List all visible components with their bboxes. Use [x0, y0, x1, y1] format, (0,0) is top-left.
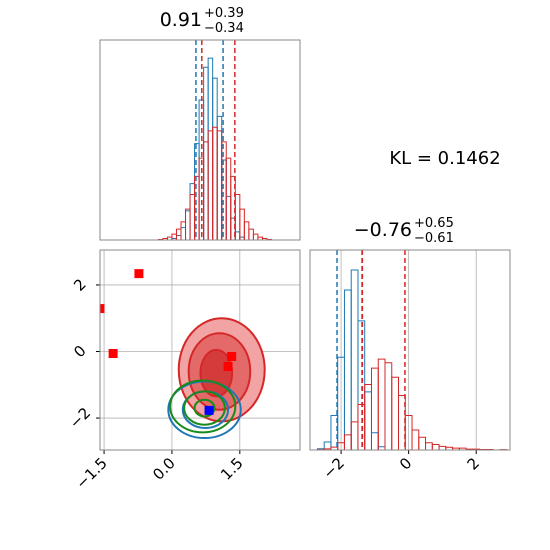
- histogram-bin: [225, 195, 232, 240]
- plot-area: [100, 269, 266, 440]
- histogram-bin: [364, 384, 372, 450]
- point: [227, 351, 237, 361]
- kl-annotation: KL = 0.1462: [389, 148, 500, 169]
- histogram-bin: [243, 221, 250, 240]
- histogram-bin: [431, 444, 440, 450]
- contour: [169, 379, 237, 434]
- histogram-bin: [185, 210, 191, 240]
- histogram-bin: [411, 429, 420, 450]
- point: [108, 348, 118, 358]
- histogram-bin: [343, 289, 352, 450]
- histogram-bin: [212, 77, 218, 240]
- x-tick-label: 2: [464, 454, 483, 473]
- histogram-bin: [377, 358, 386, 450]
- histogram-bin: [234, 194, 241, 240]
- histogram-bin: [171, 233, 177, 240]
- point: [134, 269, 144, 279]
- histogram-bin: [438, 445, 447, 450]
- contour: [183, 390, 226, 426]
- x-tick-label: −2: [320, 454, 348, 482]
- histogram-bin: [418, 436, 427, 450]
- histogram-bin: [234, 231, 241, 240]
- x-tick-label: 0.0: [149, 454, 179, 484]
- histogram-bin: [343, 434, 352, 450]
- histogram-bin: [216, 115, 223, 240]
- histogram-bin: [248, 228, 254, 240]
- panel-title: 0.91: [160, 9, 202, 31]
- y-tick-label: −2: [66, 404, 94, 432]
- y-tick-label: 2: [70, 275, 89, 294]
- title-lower: −0.34: [204, 21, 244, 36]
- histogram-bin: [391, 376, 400, 450]
- histogram-bin: [207, 130, 214, 240]
- y-tick-label: 0: [70, 342, 89, 361]
- axes-frame: [309, 249, 511, 451]
- histogram-bin: [180, 227, 187, 240]
- axes-frame: [99, 249, 301, 451]
- histogram-bin: [370, 432, 379, 450]
- histogram-bin: [216, 130, 223, 240]
- title-lower: −0.61: [414, 231, 454, 246]
- histogram-bin: [207, 57, 214, 240]
- histogram-bin: [350, 269, 359, 450]
- histogram-bin: [175, 234, 182, 240]
- panel-title: −0.76: [354, 219, 412, 241]
- title-upper: +0.39: [204, 6, 244, 21]
- histogram-bin: [189, 183, 196, 240]
- histogram-bin: [252, 233, 259, 240]
- histogram-bin: [180, 221, 187, 240]
- histogram-bin: [370, 367, 379, 450]
- axes-frame: [99, 39, 301, 241]
- histogram-bin: [203, 66, 209, 240]
- x-tick-label: −1.5: [72, 454, 110, 492]
- histogram-bin: [364, 391, 372, 450]
- contour: [199, 348, 234, 398]
- histogram-bin: [212, 126, 218, 240]
- histogram-bin: [225, 157, 232, 240]
- histogram-bin: [350, 421, 359, 450]
- point: [100, 304, 105, 314]
- x-tick-label: 1.5: [217, 454, 247, 484]
- histogram-bin: [203, 141, 209, 240]
- histogram-bin: [175, 228, 182, 240]
- x-tick-label: 0: [396, 454, 415, 473]
- point: [223, 361, 233, 371]
- point: [204, 405, 214, 415]
- contour: [193, 398, 216, 418]
- histogram-bin: [239, 208, 245, 240]
- title-upper: +0.65: [414, 216, 454, 231]
- histogram-bin: [185, 208, 191, 240]
- histogram-bin: [189, 194, 196, 240]
- histogram-bin: [425, 442, 433, 450]
- histogram-bin: [384, 362, 393, 450]
